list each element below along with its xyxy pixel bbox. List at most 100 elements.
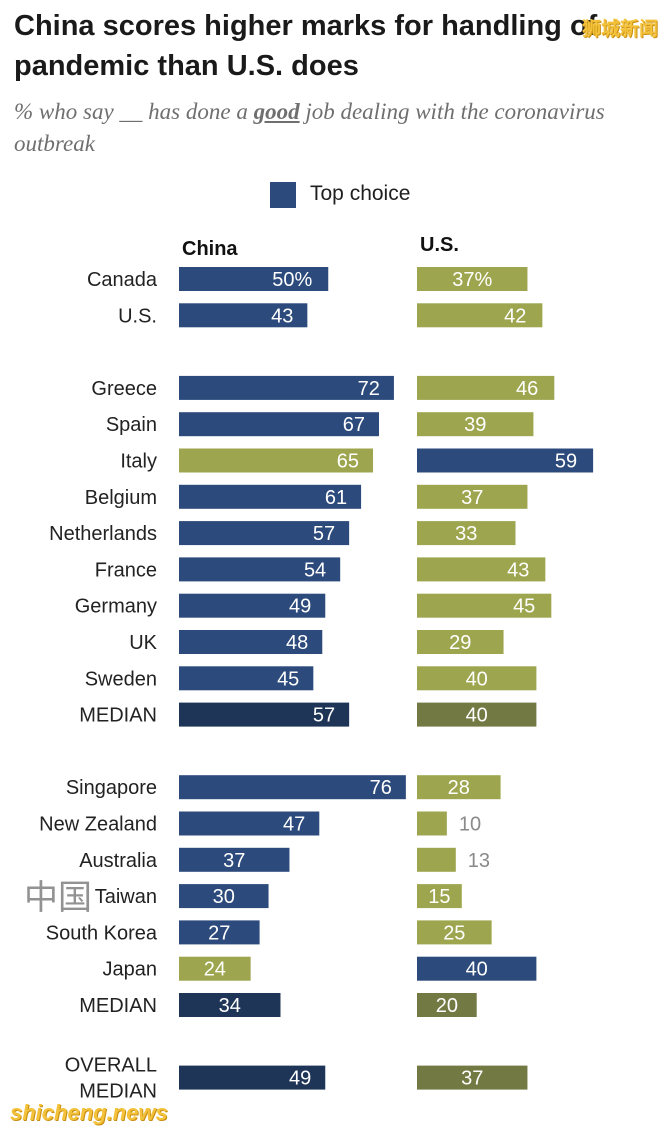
value-label-us-australia: 13 <box>468 850 490 872</box>
value-label-us-median-g1: 40 <box>466 705 488 727</box>
value-label-china-germany: 49 <box>289 596 311 618</box>
bar-us-japan <box>417 956 537 981</box>
bar-china-belgium <box>179 484 362 509</box>
value-label-china-canada: 50% <box>272 269 312 291</box>
bar-china-netherlands <box>179 521 350 546</box>
value-label-us-belgium: 37 <box>461 487 483 509</box>
value-label-us-median-g2: 20 <box>436 995 458 1017</box>
value-label-china-new-zealand: 47 <box>283 814 305 836</box>
bar-us-south-korea <box>417 920 492 945</box>
bar-us-canada <box>417 267 528 291</box>
value-label-china-taiwan: 30 <box>213 886 235 908</box>
value-label-us-spain: 39 <box>464 414 486 436</box>
bar-china-singapore <box>179 775 406 800</box>
category-label-taiwan: Taiwan <box>95 886 157 908</box>
bar-china-taiwan <box>179 884 269 909</box>
value-label-us-france: 43 <box>507 559 529 581</box>
bar-us-singapore <box>417 775 501 800</box>
bar-china-uk <box>179 630 323 654</box>
value-label-china-median-g1: 57 <box>313 705 335 727</box>
value-label-china-italy: 65 <box>337 451 359 473</box>
value-label-china-uk: 48 <box>286 632 308 654</box>
category-label-south-korea: South Korea <box>46 922 158 944</box>
bar-us-australia <box>417 847 456 872</box>
value-label-china-belgium: 61 <box>325 487 347 509</box>
bar-us-belgium <box>417 484 528 509</box>
bar-china-median-g1 <box>179 702 350 727</box>
bar-us-overall-median-g3 <box>417 1065 528 1090</box>
bar-us-germany <box>417 593 552 618</box>
bar-china-median-g2 <box>179 993 281 1017</box>
value-label-china-japan: 24 <box>204 959 226 981</box>
value-label-us-south-korea: 25 <box>443 922 465 944</box>
value-label-china-spain: 67 <box>343 414 365 436</box>
category-label-singapore: Singapore <box>66 777 157 799</box>
value-label-china-sweden: 45 <box>277 668 299 690</box>
chart-title: China scores higher marks for handling o… <box>14 10 598 82</box>
category-label-uk: UK <box>129 632 157 654</box>
category-label-greece: Greece <box>91 378 157 400</box>
bar-china-spain <box>179 412 379 437</box>
value-label-us-japan: 40 <box>466 959 488 981</box>
watermark-site: shicheng.news <box>10 1100 168 1125</box>
category-label-canada: Canada <box>87 269 158 291</box>
bar-us-uk <box>417 630 504 654</box>
category-label-sweden: Sweden <box>85 668 157 690</box>
value-label-us-u-s: 42 <box>504 305 526 327</box>
subtitle-after: job dealing with the coronavirus outbrea… <box>14 99 605 156</box>
bar-china-u-s <box>179 303 308 328</box>
bar-us-median-g1 <box>417 702 537 727</box>
bar-us-median-g2 <box>417 993 477 1017</box>
value-label-us-taiwan: 15 <box>428 886 450 908</box>
bar-us-netherlands <box>417 521 516 546</box>
bar-china-japan <box>179 956 251 981</box>
bar-us-u-s <box>417 303 543 328</box>
bar-china-france <box>179 557 341 582</box>
bar-us-sweden <box>417 666 537 691</box>
category-label-belgium: Belgium <box>85 487 157 509</box>
category-label-france: France <box>95 559 157 581</box>
bar-us-italy <box>417 448 594 473</box>
value-label-china-australia: 37 <box>223 850 245 872</box>
legend-label: Top choice <box>310 182 411 205</box>
value-label-china-median-g2: 34 <box>219 995 241 1017</box>
value-label-us-new-zealand: 10 <box>459 814 481 836</box>
value-label-us-canada: 37% <box>452 269 492 291</box>
legend-swatch <box>270 182 296 208</box>
bar-china-overall-median-g3 <box>179 1065 326 1090</box>
value-label-china-south-korea: 27 <box>208 922 230 944</box>
column-header-us: U.S. <box>420 234 459 256</box>
category-label-italy: Italy <box>120 451 157 473</box>
value-label-us-germany: 45 <box>513 596 535 618</box>
category-label-new-zealand: New Zealand <box>39 814 157 836</box>
value-label-us-netherlands: 33 <box>455 523 477 545</box>
category-label-japan: Japan <box>103 959 158 981</box>
value-label-china-france: 54 <box>304 559 326 581</box>
category-label-u-s: U.S. <box>118 305 157 327</box>
category-label-overall-median-g3-line1: OVERALL <box>65 1055 157 1077</box>
value-label-us-overall-median-g3: 37 <box>461 1068 483 1090</box>
bar-us-new-zealand <box>417 811 447 836</box>
bar-china-south-korea <box>179 920 260 945</box>
category-label-germany: Germany <box>75 596 157 618</box>
value-label-us-sweden: 40 <box>466 668 488 690</box>
category-label-australia: Australia <box>79 850 158 872</box>
bar-china-sweden <box>179 666 314 691</box>
value-label-us-italy: 59 <box>555 451 577 473</box>
column-header-china: China <box>182 238 238 260</box>
bar-china-new-zealand <box>179 811 320 836</box>
bar-china-canada <box>179 267 329 291</box>
value-label-china-singapore: 76 <box>370 777 392 799</box>
category-label-overall-median-g3-line2: MEDIAN <box>79 1081 157 1103</box>
value-label-us-uk: 29 <box>449 632 471 654</box>
chart-subtitle: % who say __ has done a good job dealing… <box>14 96 634 160</box>
category-label-netherlands: Netherlands <box>49 523 157 545</box>
bar-china-australia <box>179 847 290 872</box>
category-label-spain: Spain <box>106 414 157 436</box>
subtitle-emphasis: good <box>253 99 300 124</box>
bar-china-italy <box>179 448 374 473</box>
value-label-us-greece: 46 <box>516 378 538 400</box>
category-label-median-g1: MEDIAN <box>79 705 157 727</box>
value-label-china-netherlands: 57 <box>313 523 335 545</box>
